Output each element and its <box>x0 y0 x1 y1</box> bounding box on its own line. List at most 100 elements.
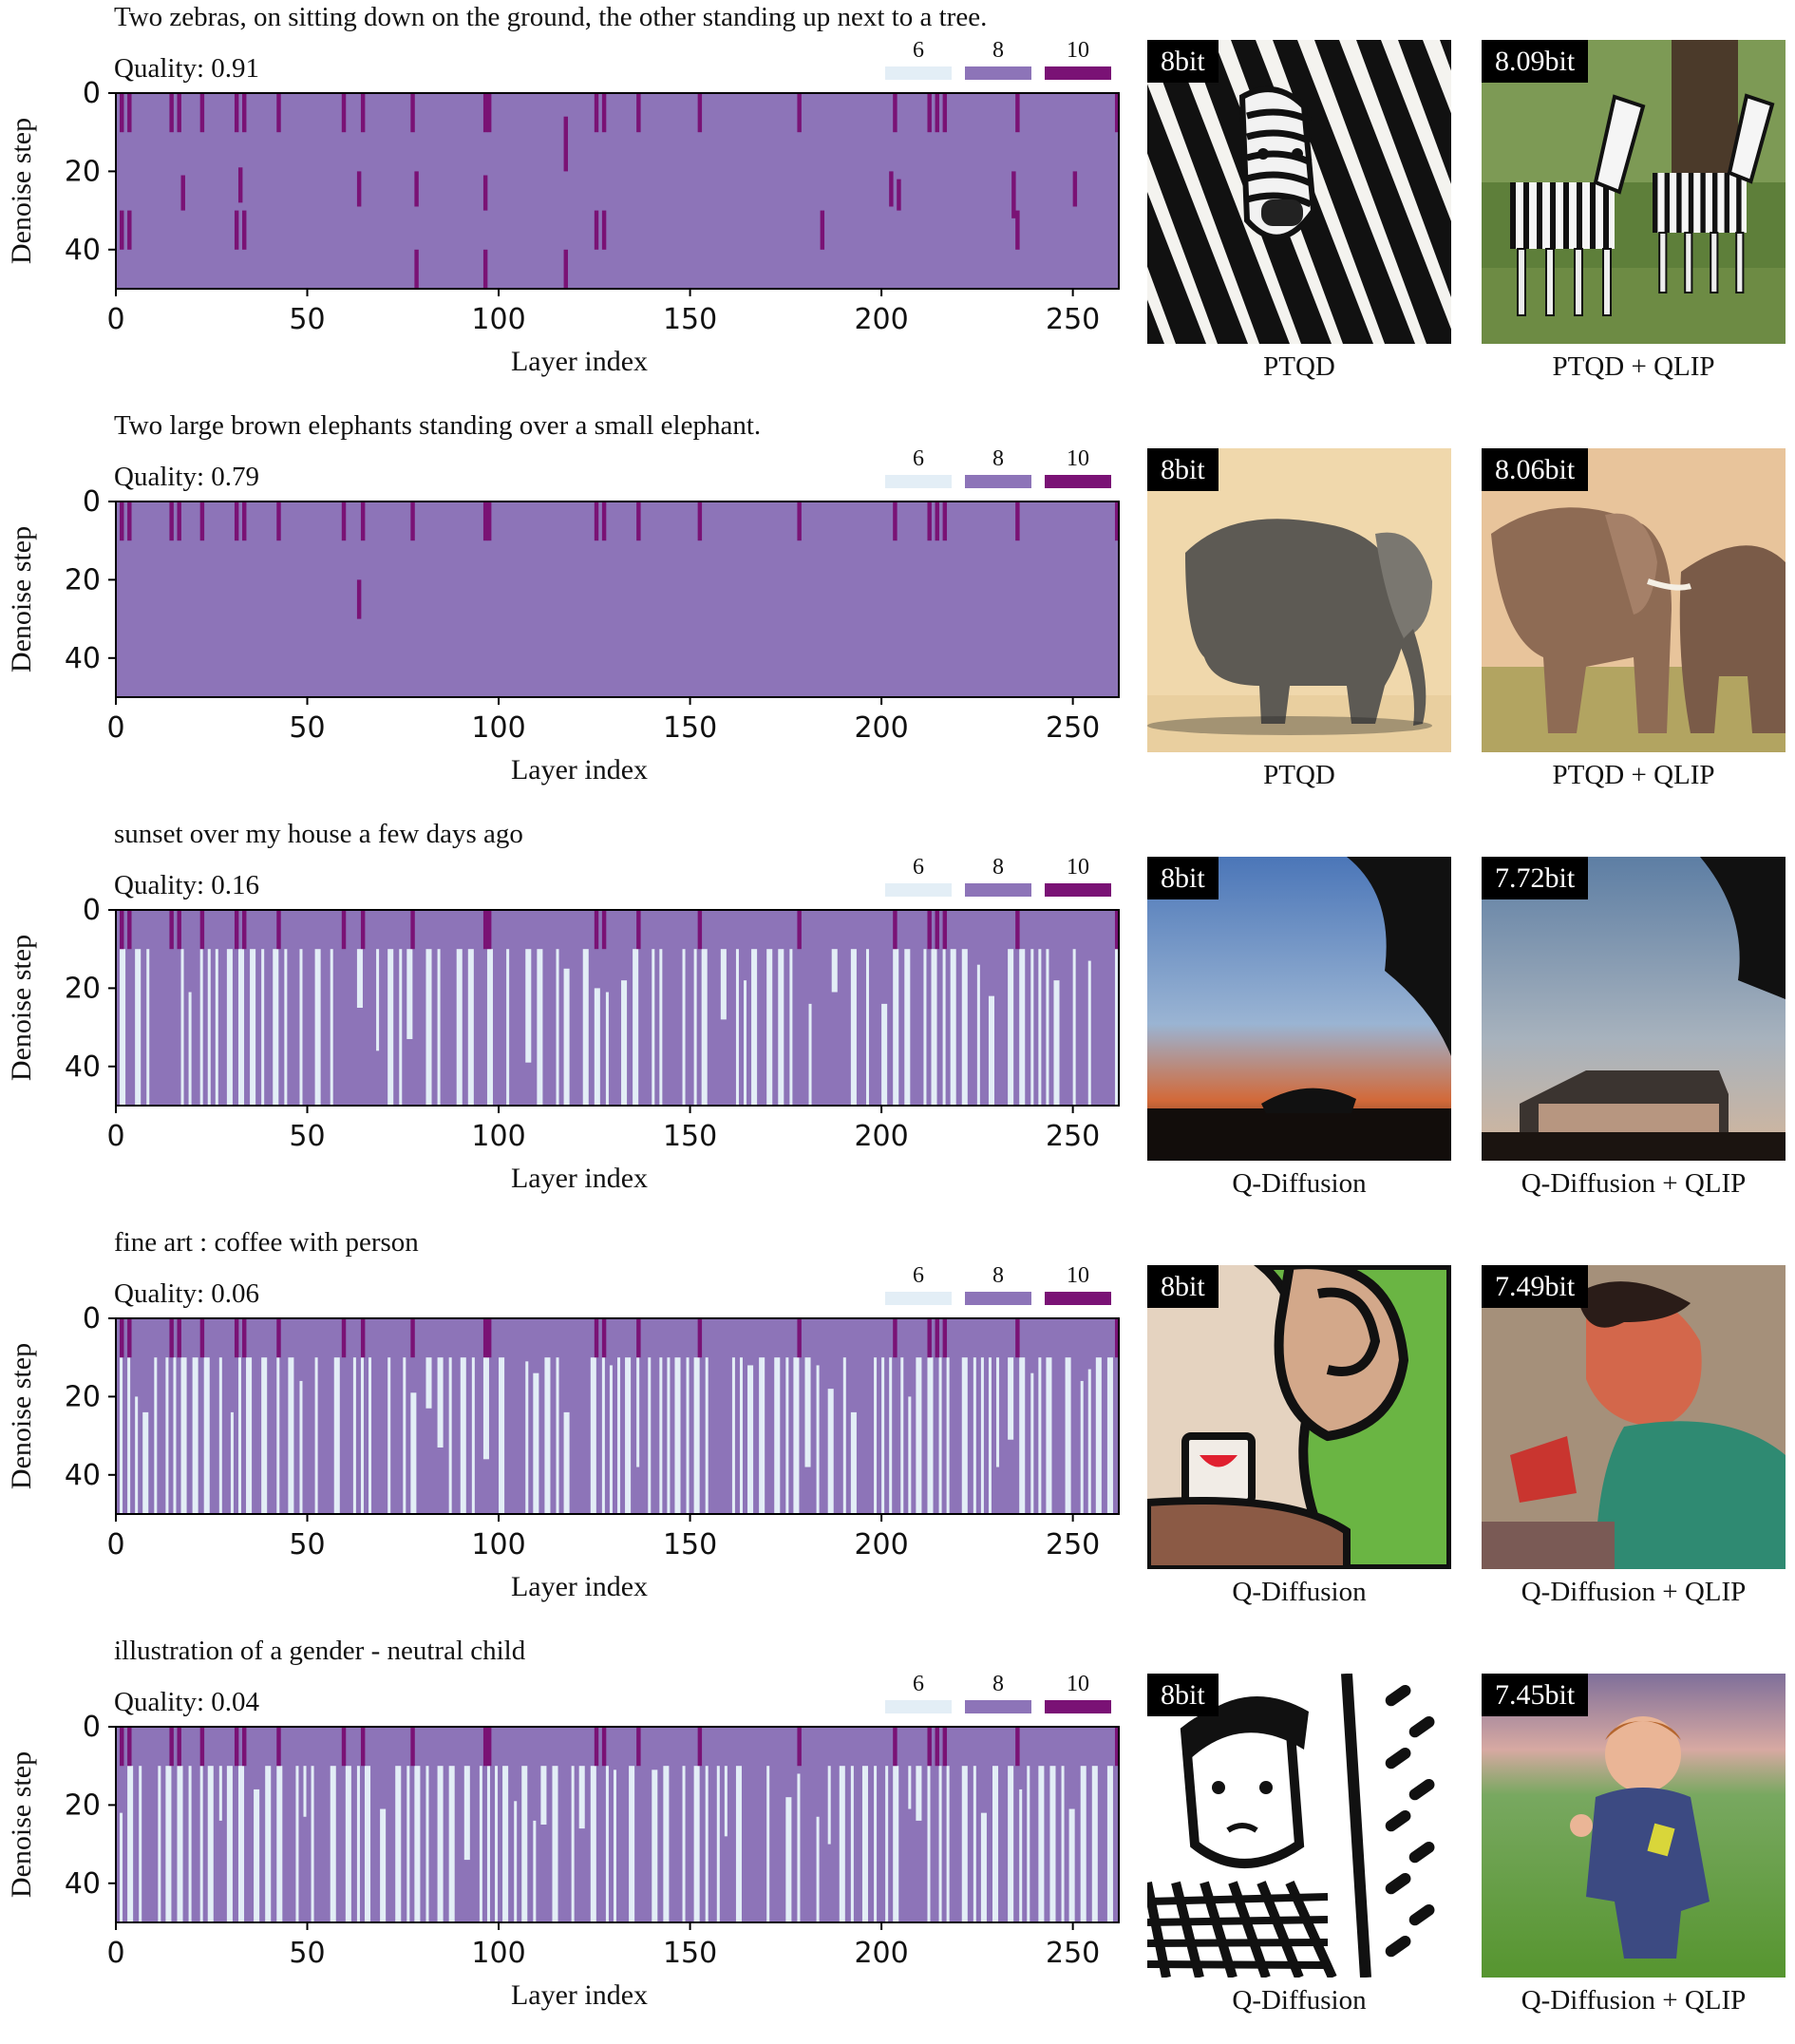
x-tick-label: 100 <box>471 711 525 745</box>
image-elephants <box>1482 448 1786 752</box>
heatmap-base-8bit <box>116 93 1119 289</box>
cell-6bit <box>425 1357 432 1409</box>
cell-10bit <box>1015 210 1020 250</box>
cell-10bit <box>360 93 366 133</box>
cell-6bit <box>735 1766 742 1922</box>
cell-10bit <box>797 910 802 950</box>
cell-10bit <box>242 93 247 133</box>
cell-10bit <box>486 93 492 133</box>
cell-6bit <box>533 1372 539 1514</box>
cell-6bit <box>961 949 968 1106</box>
image-child-sketch <box>1147 1674 1451 1978</box>
cell-6bit <box>364 1766 371 1922</box>
cell-10bit <box>169 502 174 541</box>
cell-10bit <box>127 93 132 133</box>
cell-10bit <box>601 1318 607 1358</box>
cell-6bit <box>406 949 413 1039</box>
cell-6bit <box>479 1766 482 1922</box>
cell-6bit <box>250 949 256 1106</box>
cell-6bit <box>976 964 980 1106</box>
cell-10bit <box>120 910 124 950</box>
cell-10bit <box>120 210 124 250</box>
cell-6bit <box>514 1801 518 1922</box>
cell-6bit <box>980 1812 987 1922</box>
cell-6bit <box>946 1766 950 1922</box>
cell-6bit <box>414 1766 421 1922</box>
generated-image: 8bit <box>1147 40 1451 344</box>
image-painting <box>1482 1265 1786 1569</box>
cell-10bit <box>636 93 641 133</box>
cell-6bit <box>693 1766 700 1922</box>
cell-6bit <box>778 949 784 1106</box>
cell-10bit <box>1011 171 1016 218</box>
cell-10bit <box>341 910 347 950</box>
cell-10bit <box>1015 1727 1020 1767</box>
cell-6bit <box>192 1357 198 1514</box>
cell-6bit <box>254 1788 260 1922</box>
y-tick-label: 40 <box>65 1459 101 1492</box>
cell-6bit <box>448 1357 452 1514</box>
cell-10bit <box>935 1727 939 1767</box>
cell-6bit <box>177 1766 183 1922</box>
legend-label: 6 <box>913 855 924 880</box>
cell-6bit <box>659 1357 663 1514</box>
cell-6bit <box>961 1766 968 1922</box>
cell-10bit <box>276 1727 281 1767</box>
x-tick-label: 150 <box>663 711 717 745</box>
cell-6bit <box>652 949 655 1106</box>
cell-6bit <box>590 1357 596 1514</box>
cell-6bit <box>120 1812 123 1922</box>
cell-6bit <box>180 949 184 1106</box>
cell-6bit <box>1038 1357 1042 1514</box>
cell-10bit <box>482 910 488 950</box>
heatmap-base-8bit <box>116 1727 1119 1922</box>
cell-6bit <box>544 1357 551 1514</box>
cell-6bit <box>942 949 946 1106</box>
prompt-caption: sunset over my house a few days ago <box>114 819 523 849</box>
x-tick-label: 0 <box>106 1937 124 1970</box>
cell-6bit <box>804 1357 811 1467</box>
cell-6bit <box>861 1766 868 1922</box>
cell-10bit <box>341 1318 347 1358</box>
cell-10bit <box>697 93 703 133</box>
cell-6bit <box>927 1357 934 1514</box>
cell-6bit <box>537 949 543 1106</box>
legend-item: 6 <box>885 38 952 80</box>
cell-6bit <box>299 1380 303 1514</box>
y-tick-label: 40 <box>65 1867 101 1901</box>
legend-swatch <box>1045 475 1111 488</box>
cell-6bit <box>237 1766 245 1922</box>
y-axis-label: Denoise step <box>6 526 37 672</box>
cell-6bit <box>916 1357 922 1514</box>
method-label: PTQD + QLIP <box>1552 760 1715 790</box>
cell-6bit <box>437 949 441 1106</box>
heatmap-chart: 0 50 100 150 200 250 0 20 40 Layer index Denoise s… <box>6 1302 1120 1602</box>
cell-6bit <box>931 949 937 1106</box>
quality-score: Quality: 0.79 <box>114 462 260 492</box>
x-tick-label: 250 <box>1046 1120 1100 1153</box>
cell-10bit <box>276 502 281 541</box>
cell-6bit <box>158 1766 161 1922</box>
legend-item: 10 <box>1045 38 1111 80</box>
cell-6bit <box>578 1766 585 1829</box>
legend-item: 6 <box>885 855 952 897</box>
generated-image: 8bit <box>1147 1265 1451 1569</box>
cell-10bit <box>636 910 641 950</box>
cell-6bit <box>663 1766 670 1922</box>
method-label: Q-Diffusion + QLIP <box>1521 1985 1747 2016</box>
cell-6bit <box>1065 1357 1071 1514</box>
legend-label: 8 <box>992 1263 1004 1288</box>
heatmap-chart: 0 50 100 150 200 250 0 20 40 Layer index Denoise s… <box>6 894 1122 1194</box>
quality-score: Quality: 0.06 <box>114 1278 260 1309</box>
x-tick-label: 200 <box>854 1937 908 1970</box>
y-tick-label: 0 <box>83 77 101 110</box>
legend-label: 10 <box>1067 1263 1089 1288</box>
legend-label: 8 <box>992 446 1004 471</box>
cell-10bit <box>893 910 898 950</box>
cell-6bit <box>766 949 773 1106</box>
x-tick-label: 0 <box>106 711 124 745</box>
cell-6bit <box>1068 1808 1075 1922</box>
cell-10bit <box>935 93 939 133</box>
x-axis-label: Layer index <box>511 346 648 377</box>
quality-score: Quality: 0.04 <box>114 1687 260 1717</box>
